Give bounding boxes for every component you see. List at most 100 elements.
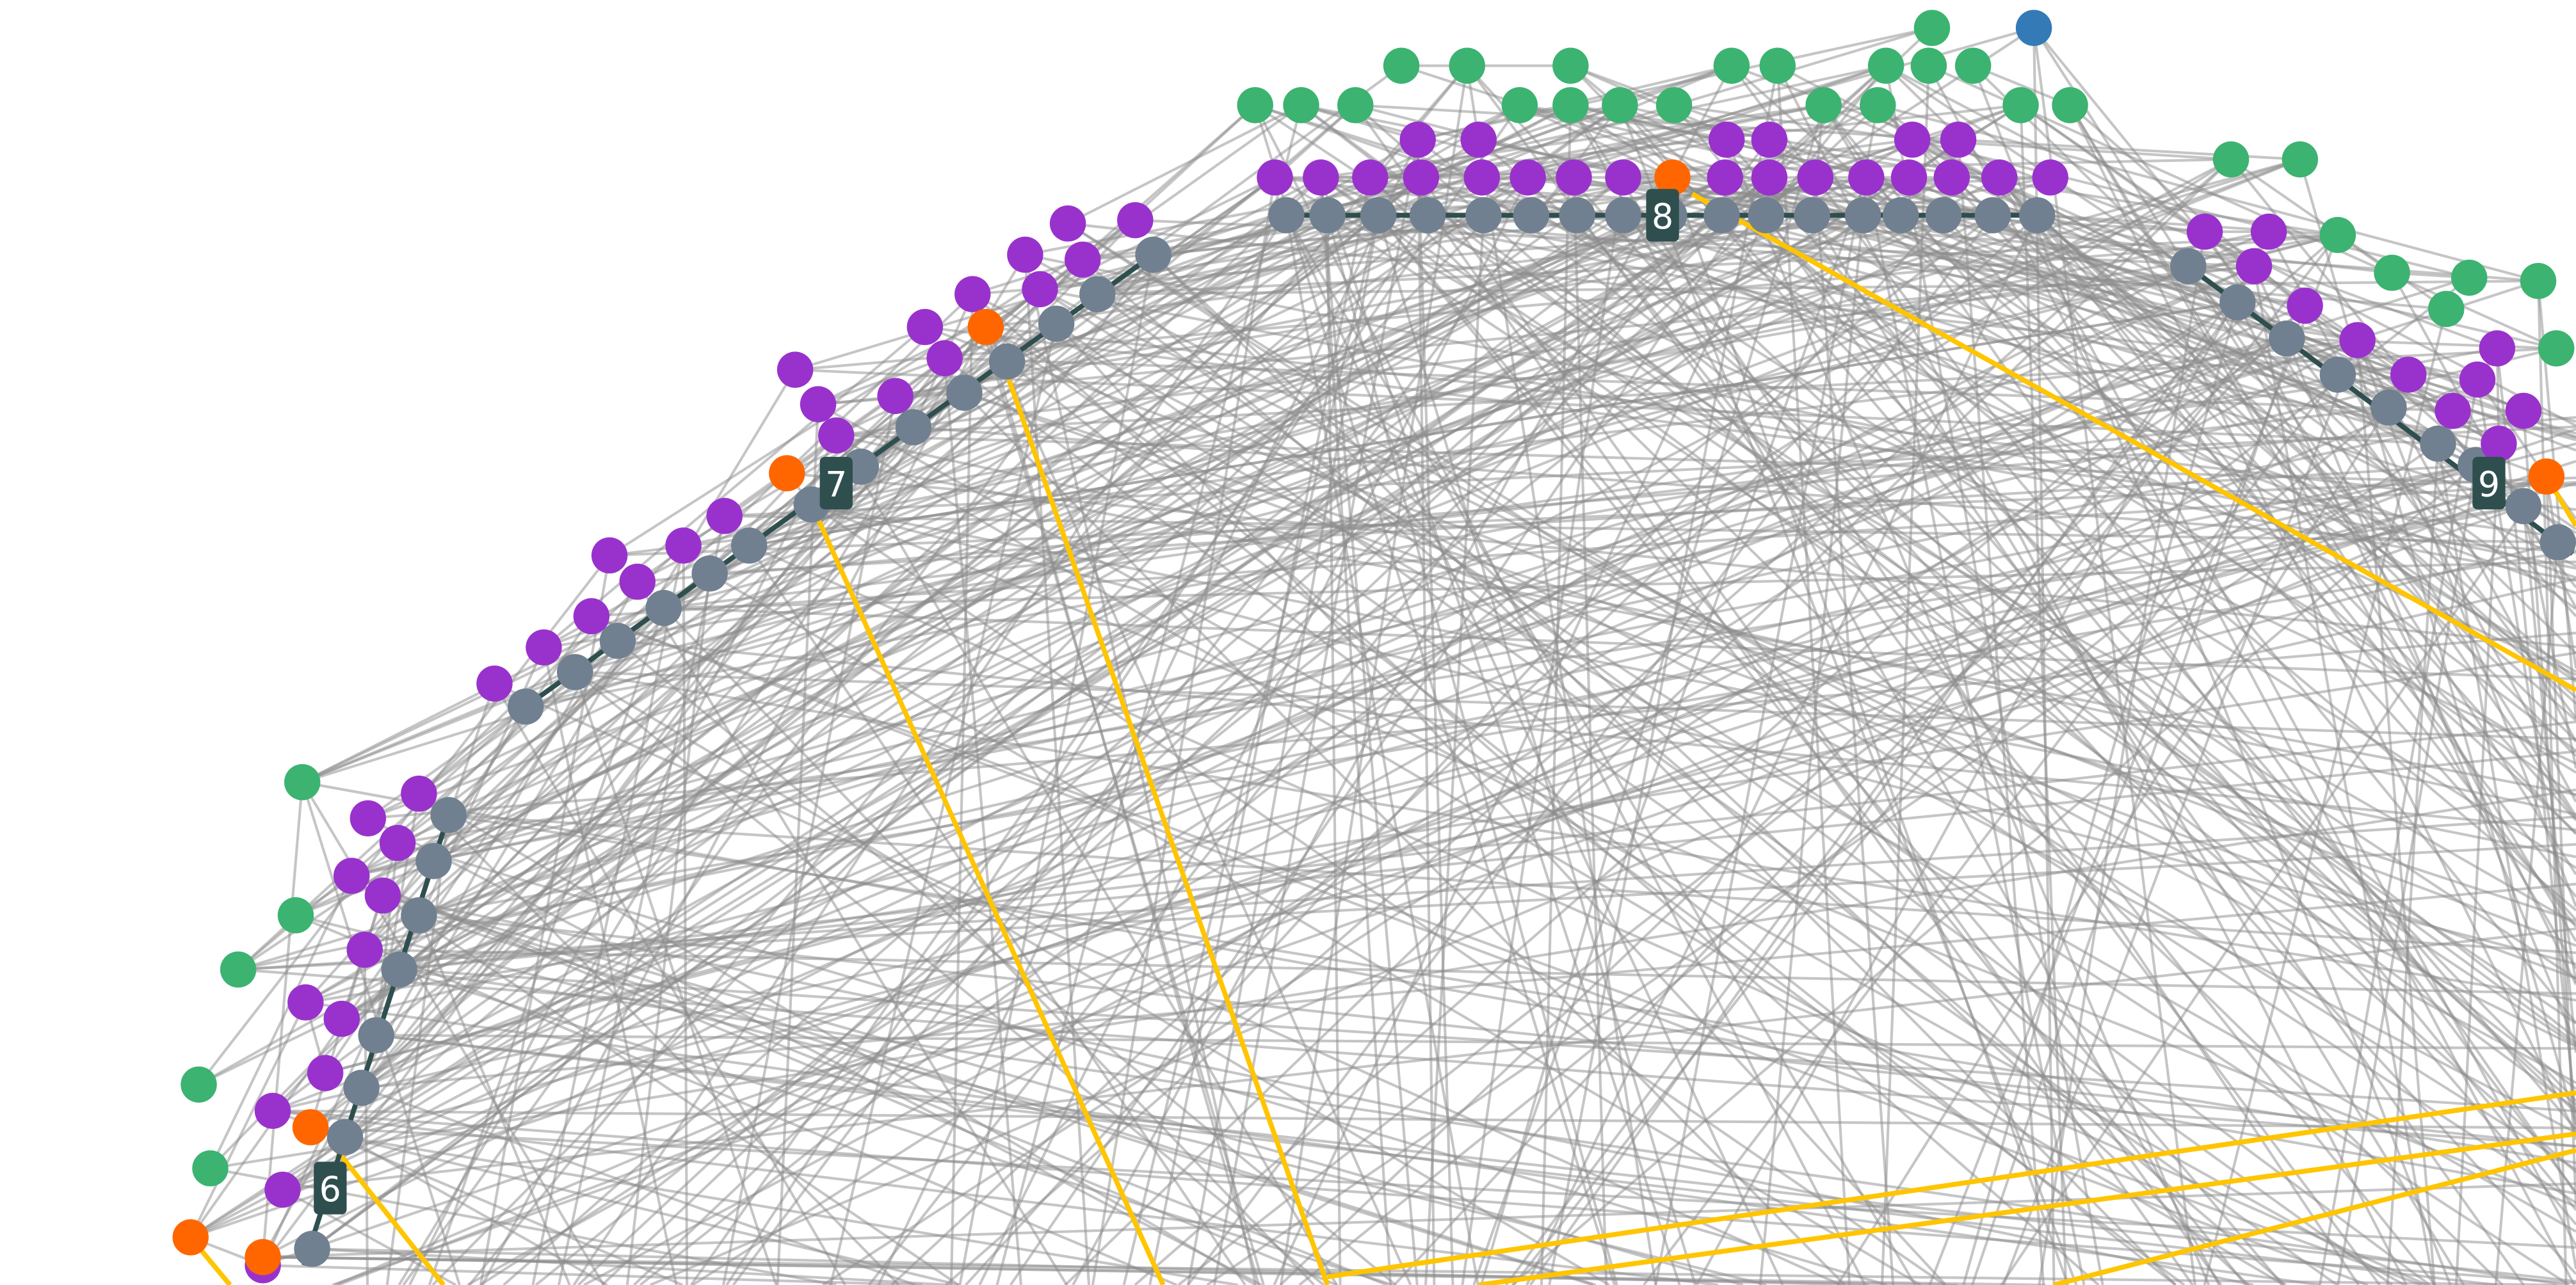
node-gray[interactable]: [1844, 197, 1881, 234]
node-gray[interactable]: [326, 1119, 364, 1156]
node-purple[interactable]: [1751, 122, 1788, 158]
node-gray[interactable]: [1038, 305, 1075, 342]
node-gray[interactable]: [1703, 197, 1740, 234]
node-green[interactable]: [277, 897, 314, 934]
node-purple[interactable]: [1890, 159, 1928, 196]
node-purple[interactable]: [287, 984, 324, 1021]
node-gray[interactable]: [401, 897, 437, 934]
node-purple[interactable]: [379, 825, 416, 861]
node-purple[interactable]: [1049, 205, 1086, 242]
node-gray[interactable]: [1513, 197, 1550, 234]
node-green[interactable]: [2374, 255, 2410, 291]
node-purple[interactable]: [2287, 287, 2323, 324]
node-purple[interactable]: [1981, 159, 2018, 196]
node-purple[interactable]: [1064, 241, 1101, 278]
node-gray[interactable]: [2319, 356, 2356, 393]
node-orange[interactable]: [967, 308, 1004, 346]
node-gray[interactable]: [1605, 197, 1641, 234]
node-purple[interactable]: [954, 276, 991, 312]
node-gray[interactable]: [1465, 197, 1502, 234]
node-purple[interactable]: [1933, 159, 1970, 196]
node-purple[interactable]: [2481, 426, 2517, 462]
node-green[interactable]: [2451, 259, 2488, 296]
node-green[interactable]: [1867, 47, 1904, 84]
node-green[interactable]: [2428, 291, 2465, 327]
node-purple[interactable]: [307, 1055, 344, 1092]
node-gray[interactable]: [2540, 524, 2576, 561]
node-purple[interactable]: [800, 386, 837, 422]
node-purple[interactable]: [323, 1000, 360, 1037]
node-purple[interactable]: [2032, 159, 2069, 196]
node-purple[interactable]: [1605, 159, 1641, 196]
node-purple[interactable]: [1117, 202, 1154, 239]
node-purple[interactable]: [2479, 330, 2516, 367]
node-gray[interactable]: [1748, 197, 1785, 234]
node-gray[interactable]: [2269, 320, 2305, 357]
node-gray[interactable]: [343, 1069, 380, 1106]
node-purple[interactable]: [254, 1092, 291, 1129]
node-green[interactable]: [1954, 47, 1992, 84]
node-purple[interactable]: [346, 931, 383, 968]
node-green[interactable]: [1237, 87, 1273, 124]
node-gray[interactable]: [1883, 197, 1919, 234]
node-purple[interactable]: [1399, 122, 1436, 158]
node-green[interactable]: [2538, 330, 2575, 367]
node-orange[interactable]: [292, 1109, 329, 1145]
node-green[interactable]: [1552, 47, 1589, 84]
node-purple[interactable]: [1022, 271, 1058, 308]
node-orange[interactable]: [1654, 159, 1691, 196]
node-green[interactable]: [284, 764, 321, 801]
node-green[interactable]: [1283, 87, 1319, 124]
node-green[interactable]: [192, 1150, 229, 1186]
node-green[interactable]: [1759, 47, 1796, 84]
node-gray[interactable]: [1925, 197, 1962, 234]
node-purple[interactable]: [2435, 392, 2471, 429]
node-purple[interactable]: [2459, 361, 2496, 398]
node-purple[interactable]: [2339, 322, 2376, 358]
node-green[interactable]: [1910, 47, 1947, 84]
node-purple[interactable]: [2250, 213, 2287, 250]
node-purple[interactable]: [818, 417, 855, 454]
node-purple[interactable]: [476, 665, 513, 702]
node-gray[interactable]: [1974, 197, 2011, 234]
node-gray[interactable]: [294, 1231, 330, 1267]
node-purple[interactable]: [1007, 236, 1043, 273]
node-gray[interactable]: [988, 343, 1026, 380]
node-green[interactable]: [220, 951, 257, 988]
node-gray[interactable]: [1135, 236, 1171, 273]
node-purple[interactable]: [1848, 159, 1885, 196]
node-purple[interactable]: [1303, 159, 1339, 196]
node-purple[interactable]: [350, 800, 387, 836]
node-purple[interactable]: [1460, 122, 1497, 158]
node-purple[interactable]: [264, 1171, 301, 1208]
node-purple[interactable]: [2390, 356, 2427, 393]
node-purple[interactable]: [1894, 122, 1931, 158]
node-gray[interactable]: [556, 653, 593, 690]
node-gray[interactable]: [731, 527, 768, 564]
node-purple[interactable]: [1403, 159, 1440, 196]
node-orange[interactable]: [172, 1219, 209, 1256]
node-purple[interactable]: [926, 340, 963, 377]
node-purple[interactable]: [877, 378, 914, 415]
node-purple[interactable]: [1556, 159, 1592, 196]
node-gray[interactable]: [2219, 284, 2256, 321]
node-purple[interactable]: [526, 629, 562, 666]
node-green[interactable]: [2319, 216, 2356, 253]
node-gray[interactable]: [895, 409, 932, 445]
node-purple[interactable]: [777, 351, 814, 388]
node-purple[interactable]: [1257, 159, 1293, 196]
node-purple[interactable]: [665, 527, 702, 564]
node-gray[interactable]: [599, 623, 636, 659]
node-green[interactable]: [1449, 47, 1485, 84]
node-green[interactable]: [1805, 87, 1842, 124]
node-green[interactable]: [1337, 87, 1374, 124]
node-green[interactable]: [2520, 262, 2557, 299]
node-purple[interactable]: [1509, 159, 1546, 196]
node-orange[interactable]: [245, 1239, 281, 1275]
node-green[interactable]: [1501, 87, 1538, 124]
node-orange[interactable]: [769, 455, 805, 491]
node-green[interactable]: [1860, 87, 1896, 124]
node-gray[interactable]: [946, 374, 983, 411]
node-gray[interactable]: [381, 951, 417, 988]
node-purple[interactable]: [1707, 159, 1743, 196]
